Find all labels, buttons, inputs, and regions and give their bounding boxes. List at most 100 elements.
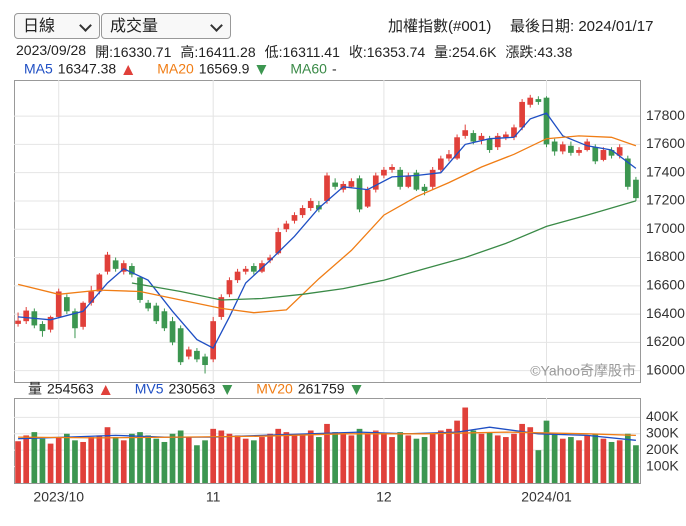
candle-body <box>429 169 436 187</box>
candle-body <box>194 350 200 360</box>
candle-body <box>437 158 444 170</box>
volume-bar <box>80 441 86 483</box>
volume-bar <box>503 437 509 483</box>
volume-bar <box>446 428 452 483</box>
volume-bar <box>267 433 273 483</box>
volume-bar <box>519 423 525 483</box>
candle-body <box>120 263 127 272</box>
candle-body <box>267 257 273 261</box>
y-tick-label: 16400 <box>646 305 685 321</box>
candle-body <box>592 147 599 162</box>
volume-bar <box>63 433 70 483</box>
volume-bar <box>210 428 217 483</box>
candle-body <box>486 138 493 151</box>
ma-line <box>17 135 637 314</box>
candle-body <box>576 150 582 153</box>
candle-body <box>218 297 225 317</box>
volume-bar <box>316 437 322 483</box>
candle-body <box>568 145 574 153</box>
candle-body <box>226 280 233 295</box>
volume-bar <box>559 438 566 483</box>
candle-body <box>372 175 379 190</box>
volume-bar <box>39 438 46 483</box>
volume-bar <box>250 440 257 483</box>
volume-bar <box>307 430 314 483</box>
candle-body <box>275 232 282 254</box>
volume-bar <box>470 430 477 483</box>
volume-bar <box>478 433 485 483</box>
candle-body <box>462 130 469 136</box>
y-tick-label: 17400 <box>646 163 685 179</box>
y-tick-label: 16800 <box>646 248 685 264</box>
trend-arrow <box>351 385 362 395</box>
volume-bar <box>356 428 363 483</box>
volume-bar <box>413 438 420 483</box>
candle-body <box>202 356 208 366</box>
volume-bar <box>608 441 615 483</box>
y-tick-label: 17200 <box>646 192 685 208</box>
volume-bar <box>104 427 111 483</box>
candle-body <box>80 302 86 327</box>
volume-bar <box>535 450 542 483</box>
volume-bar <box>600 438 607 483</box>
y-tick-label: 16600 <box>646 277 685 293</box>
volume-bar <box>137 432 143 483</box>
x-tick-label: 12 <box>376 489 392 505</box>
volume-bar <box>275 428 282 483</box>
period-select[interactable]: 日線 <box>14 13 100 39</box>
quote-item: 2023/09/28 <box>16 42 87 58</box>
volume-bar <box>234 435 241 483</box>
volume-bar <box>421 437 428 483</box>
volume-bar <box>47 443 54 483</box>
candle-body <box>15 320 21 324</box>
candle-body <box>177 328 184 363</box>
candle-body <box>23 310 30 322</box>
quote-row: 2023/09/28 開:16330.71 高:16411.28 低:16311.41… <box>16 42 572 62</box>
volume-bar <box>551 433 558 483</box>
candle-body <box>55 291 62 317</box>
y-tick-label: 17000 <box>646 220 685 236</box>
candle-body <box>519 101 525 128</box>
candle-body <box>307 200 314 209</box>
x-tick-label: 11 <box>206 489 221 505</box>
legend-value: 16347.38 <box>58 61 117 77</box>
candle-body <box>169 321 176 343</box>
volume-bar <box>194 445 200 483</box>
volume-bar <box>96 435 103 483</box>
volume-bar <box>169 433 176 483</box>
candle-body <box>104 254 111 272</box>
candle-body <box>364 189 371 207</box>
candle-body <box>210 321 217 360</box>
y-tick-label: 17800 <box>646 107 685 123</box>
candle-body <box>356 178 363 210</box>
last-date: 最後日期: 2024/01/17 <box>510 18 654 35</box>
candle-body <box>348 181 355 187</box>
indicator-select[interactable]: 成交量 <box>101 13 231 39</box>
candle-body <box>332 182 338 187</box>
legend-name: MV20 <box>256 381 293 397</box>
x-tick-label: 2024/01 <box>521 489 572 505</box>
y-tick-label: 17600 <box>646 135 685 151</box>
volume-bar <box>177 430 184 483</box>
legend-value: 254563 <box>47 381 94 397</box>
candle-body <box>129 266 135 275</box>
candle-body <box>145 302 151 309</box>
legend-value: 261759 <box>298 381 345 397</box>
volume-bar <box>120 440 127 483</box>
legend-name: MA60 <box>290 61 327 77</box>
candle-body <box>559 144 566 152</box>
legend-name: MA5 <box>24 61 53 77</box>
candle-body <box>543 97 550 145</box>
legend-name: 量 <box>28 381 42 397</box>
volume-bar <box>153 438 160 483</box>
quote-item: 漲跌:43.38 <box>505 44 573 60</box>
legend-name: MA20 <box>157 61 194 77</box>
candle-body <box>494 135 501 148</box>
volume-bar <box>348 435 355 483</box>
candle-body <box>413 172 420 190</box>
candle-body <box>153 305 160 322</box>
volume-bar <box>462 407 469 483</box>
volume-bar <box>616 440 623 483</box>
candle-body <box>470 133 477 142</box>
candle-body <box>112 260 119 269</box>
